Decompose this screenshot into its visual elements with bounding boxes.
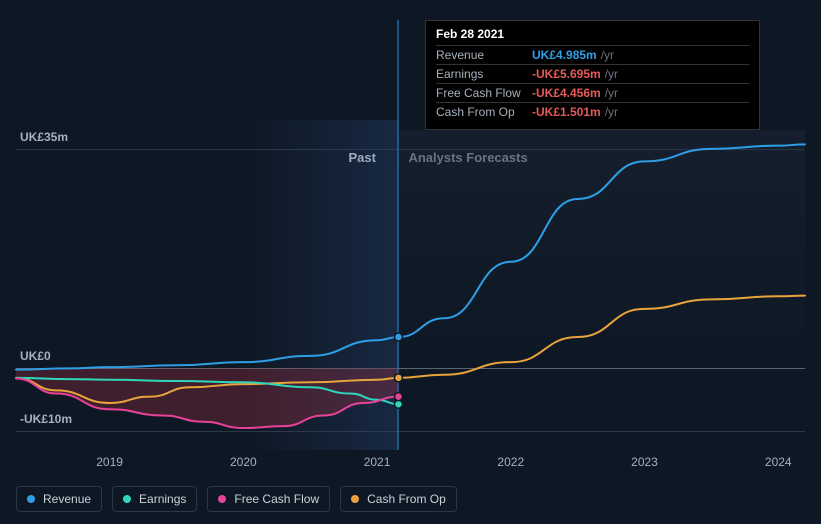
tooltip-row-unit: /yr [605, 67, 618, 81]
tooltip-row-label: Cash From Op [436, 105, 532, 119]
series-marker-fcf [394, 393, 402, 401]
tooltip-row: Earnings-UK£5.695m/yr [436, 64, 749, 83]
tooltip-row-unit: /yr [601, 48, 614, 62]
tooltip-row-label: Revenue [436, 48, 532, 62]
hover-tooltip: Feb 28 2021RevenueUK£4.985m/yrEarnings-U… [425, 20, 760, 130]
series-line-revenue [16, 144, 805, 369]
series-marker-cash_from_op [394, 374, 402, 382]
tooltip-row: Free Cash Flow-UK£4.456m/yr [436, 83, 749, 102]
series-marker-revenue [394, 333, 402, 341]
tooltip-row-unit: /yr [605, 86, 618, 100]
tooltip-row: RevenueUK£4.985m/yr [436, 45, 749, 64]
tooltip-row: Cash From Op-UK£1.501m/yr [436, 102, 749, 121]
tooltip-row-unit: /yr [605, 105, 618, 119]
tooltip-row-value: -UK£5.695m [532, 67, 601, 81]
series-fill-fcf [16, 368, 398, 428]
tooltip-row-label: Earnings [436, 67, 532, 81]
tooltip-row-label: Free Cash Flow [436, 86, 532, 100]
tooltip-date: Feb 28 2021 [436, 27, 749, 45]
tooltip-row-value: -UK£1.501m [532, 105, 601, 119]
tooltip-row-value: UK£4.985m [532, 48, 597, 62]
tooltip-row-value: -UK£4.456m [532, 86, 601, 100]
